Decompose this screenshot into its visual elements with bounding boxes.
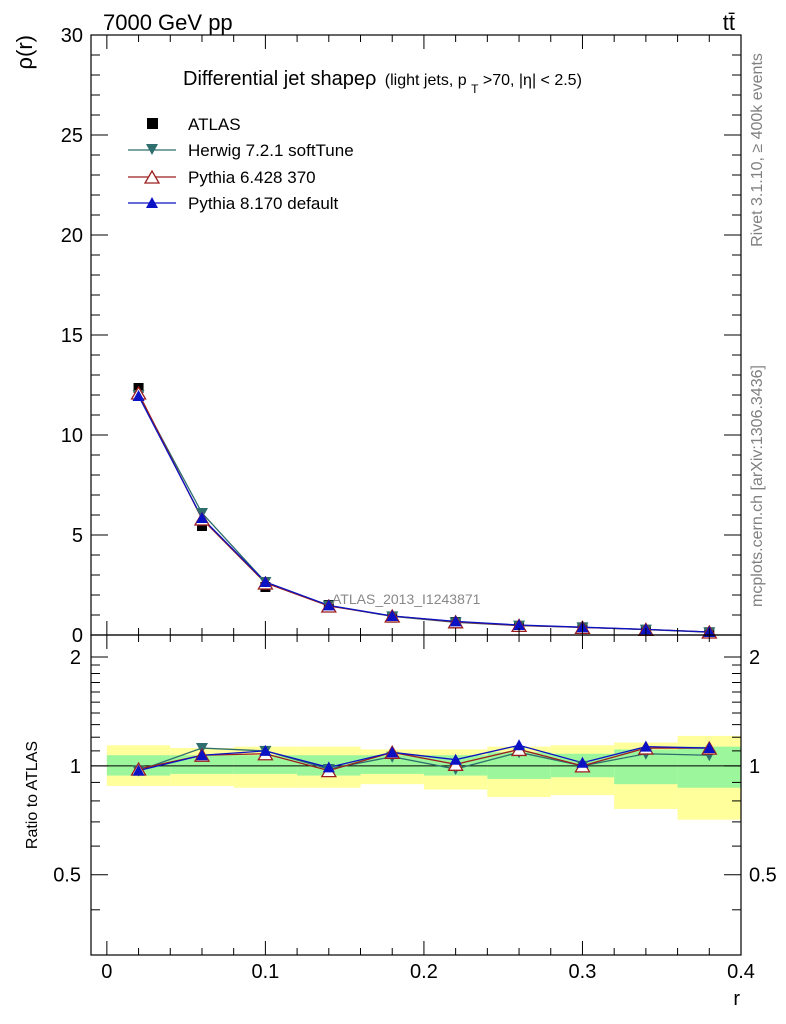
- legend-entry-herwig: Herwig 7.2.1 softTune: [128, 141, 354, 160]
- main-point-pythia-8-170-default: [386, 610, 399, 621]
- ratio-y-tick-label-right: 1: [749, 756, 760, 778]
- main-point-atlas: [196, 521, 207, 531]
- ratio-point-pythia-8-170-default: [449, 753, 462, 765]
- ratio-point-pythia-8-170-default: [132, 764, 145, 776]
- legend-label-pythia8: Pythia 8.170 default: [188, 194, 339, 213]
- ratio-point-pythia-8-170-default: [259, 744, 272, 756]
- ratio-plot-area: [91, 735, 741, 820]
- ratio-point-pythia-8-170-default: [703, 742, 716, 754]
- ratio-point-pythia-8-170-default: [639, 740, 652, 752]
- ratio-inner-uncertainty-band: [233, 755, 298, 774]
- legend-entry-pythia6: Pythia 6.428 370: [128, 168, 316, 187]
- ratio-y-axis-label: Ratio to ATLAS: [24, 741, 41, 849]
- ratio-y-tick-label: 0.5: [53, 865, 81, 887]
- chart-title: Differential jet shapeρ (light jets, p T…: [183, 68, 582, 97]
- legend-marker-herwig: [146, 144, 158, 155]
- ratio-point-pythia-8-170-default: [513, 739, 526, 751]
- legend-label-herwig: Herwig 7.2.1 softTune: [188, 141, 354, 160]
- rivet-label: Rivet 3.1.10, ≥ 400k events: [749, 53, 766, 247]
- main-y-tick-label: 25: [61, 125, 83, 147]
- legend-marker-pythia8: [146, 197, 158, 208]
- main-point-pythia-8-170-default: [195, 512, 208, 523]
- ratio-y-ticks: 0.5 0.5 1 1 2 2: [53, 647, 777, 911]
- ratio-x-ticks: 0 0.1 0.2 0.3 0.4: [101, 635, 755, 983]
- ratio-series-line-pythia-6-428-370: [138, 747, 710, 772]
- ratio-inner-uncertainty-band: [170, 755, 234, 774]
- ratio-y-tick-label-right: 0.5: [749, 865, 777, 887]
- ratio-point-pythia-8-170-default: [576, 756, 589, 768]
- main-y-ticks: 0 5 10 15 20 25 30: [61, 25, 741, 647]
- ratio-y-tick-label: 2: [70, 647, 81, 669]
- main-y-tick-label: 15: [61, 325, 83, 347]
- main-x-ticks: [106, 35, 742, 635]
- ratio-frame: [90, 634, 742, 956]
- ratio-point-pythia-8-170-default: [386, 746, 399, 758]
- chart-subtitle-b: >70, |η| < 2.5): [483, 72, 582, 89]
- main-y-tick-label: 20: [61, 225, 83, 247]
- ratio-y-tick-label: 1: [70, 756, 81, 778]
- main-point-pythia-8-170-default: [449, 615, 462, 627]
- x-tick-label: 0.3: [569, 961, 597, 983]
- analysis-watermark: ATLAS_2013_I1243871: [332, 591, 481, 607]
- main-point-pythia-8-170-default: [513, 619, 526, 630]
- legend-entry-atlas: ATLAS: [147, 115, 241, 134]
- main-y-tick-label: 5: [72, 525, 83, 547]
- main-y-axis-label: ρ(r): [12, 35, 37, 70]
- x-tick-label: 0.1: [251, 961, 279, 983]
- x-tick-label: 0.2: [410, 961, 438, 983]
- legend-marker-atlas: [147, 118, 158, 129]
- main-y-tick-label: 0: [72, 625, 83, 647]
- chart-subtitle-a: (light jets, p: [385, 72, 467, 89]
- chart-title-main: Differential jet shapeρ: [183, 68, 376, 90]
- main-y-tick-label: 10: [61, 425, 83, 447]
- ratio-series-line-herwig-7-2-1-softtune: [138, 747, 710, 772]
- main-y-tick-label: 30: [61, 25, 83, 47]
- chart-subtitle-sub: T: [471, 82, 479, 96]
- legend: ATLAS Herwig 7.2.1 softTune Pythia 6.428…: [128, 115, 354, 213]
- process-label: tt̄: [723, 10, 735, 35]
- x-tick-label: 0: [101, 961, 112, 983]
- main-point-pythia-8-170-default: [132, 390, 145, 401]
- mcplots-label: mcplots.cern.ch [arXiv:1306.3436]: [749, 365, 766, 607]
- x-tick-label: 0.4: [727, 961, 755, 983]
- x-axis-label: r: [733, 988, 740, 1010]
- legend-entry-pythia8: Pythia 8.170 default: [128, 194, 339, 213]
- ratio-y-tick-label-right: 2: [749, 647, 760, 669]
- main-point-pythia-8-170-default: [259, 576, 272, 587]
- main-point-pythia-8-170-default: [322, 599, 335, 611]
- ratio-point-pythia-8-170-default: [195, 749, 208, 761]
- legend-marker-pythia6: [143, 169, 161, 184]
- legend-label-pythia6: Pythia 6.428 370: [188, 168, 316, 187]
- ratio-panel: 0.5 0.51 12 2 0 0.1 0.2 0.3 0.4 Ratio to ATLAS …: [24, 634, 777, 1010]
- main-panel: 0 5 10 15 20 25 30 ρ(r) Differential jet shape…: [12, 25, 742, 647]
- ratio-series-line-pythia-8-170-default: [138, 744, 710, 772]
- energy-label: 7000 GeV pp: [103, 10, 233, 35]
- legend-label-atlas: ATLAS: [188, 115, 241, 134]
- ratio-point-pythia-8-170-default: [322, 761, 335, 773]
